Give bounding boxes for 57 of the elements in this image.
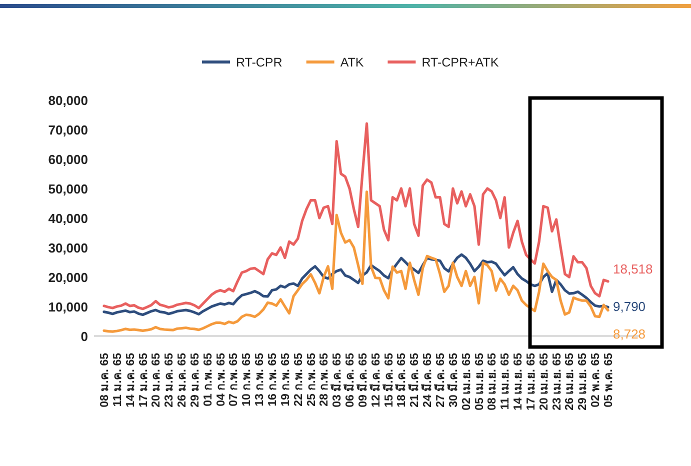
y-tick-label: 70,000 — [48, 122, 88, 138]
x-tick-label: 28 ก.พ. 65 — [318, 352, 331, 406]
x-tick-label: 29 ม.ค. 65 — [189, 352, 202, 408]
line-series — [102, 122, 610, 310]
line-series — [102, 190, 610, 333]
x-tick-label: 30 มี.ค. 65 — [446, 352, 460, 408]
x-tick-label: 02 พ.ค. 65 — [590, 352, 602, 408]
x-tick-label: 01 ก.พ. 65 — [202, 352, 214, 406]
x-tick-label: 05 พ.ค. 65 — [603, 352, 615, 408]
x-tick-label: 18 มี.ค. 65 — [395, 352, 408, 408]
x-tick-label: 02 เม.ย. 65 — [460, 352, 473, 410]
y-tick-label: 80,000 — [48, 93, 88, 108]
x-tick-label: 16 ก.พ. 65 — [267, 352, 279, 406]
y-tick-label: 50,000 — [48, 182, 88, 196]
x-tick-label: 17 เม.ย. 65 — [525, 352, 538, 410]
x-tick-label: 23 เม.ย. 65 — [551, 352, 564, 410]
legend-label: RT-CPR+ATK — [422, 56, 500, 70]
x-tick-label: 25 ก.พ. 65 — [306, 352, 318, 406]
x-tick-label: 19 ก.พ. 65 — [280, 352, 292, 406]
x-tick-label: 26 เม.ย. 65 — [564, 352, 576, 410]
x-tick-label: 13 ก.พ. 65 — [254, 352, 266, 406]
data-label: 9,790 — [613, 299, 646, 314]
x-tick-label: 14 เม.ย. 65 — [512, 352, 525, 410]
data-label: 8,728 — [613, 326, 646, 342]
x-tick-label: 05 เม.ย. 65 — [474, 352, 486, 410]
y-tick-label: 30,000 — [48, 240, 88, 256]
x-tick-label: 08 ม.ค. 65 — [99, 352, 111, 408]
y-tick-label: 10,000 — [48, 300, 88, 314]
x-tick-label: 08 เม.ย. 65 — [486, 352, 499, 410]
x-tick-label: 10 ก.พ. 65 — [241, 352, 254, 406]
data-label: 18,518 — [613, 261, 653, 276]
x-tick-label: 15 มี.ค. 65 — [382, 352, 396, 408]
x-tick-label: 06 มี.ค. 65 — [344, 352, 357, 408]
y-tick-label: 40,000 — [48, 211, 88, 226]
x-tick-label: 27 มี.ค. 65 — [434, 352, 447, 408]
x-tick-label: 20 ม.ค. 65 — [150, 352, 163, 408]
x-tick-label: 29 เม.ย. 65 — [577, 352, 590, 410]
x-tick-label: 14 ม.ค. 65 — [124, 352, 137, 408]
x-tick-label: 09 มี.ค. 65 — [356, 352, 370, 408]
x-tick-label: 17 ม.ค. 65 — [138, 352, 150, 408]
y-tick-label: 0 — [80, 329, 88, 344]
x-tick-label: 24 มี.ค. 65 — [421, 352, 434, 408]
x-tick-label: 03 มี.ค. 65 — [330, 352, 344, 408]
x-tick-label: 12 มี.ค. 65 — [369, 352, 382, 408]
x-tick-label: 07 ก.พ. 65 — [228, 352, 240, 406]
x-tick-label: 26 ม.ค. 65 — [176, 352, 189, 408]
x-tick-label: 11 เม.ย. 65 — [500, 352, 512, 410]
x-tick-label: 20 เม.ย. 65 — [538, 352, 550, 410]
legend-label: RT-CPR — [236, 56, 282, 70]
y-tick-label: 60,000 — [48, 152, 88, 167]
x-tick-label: 04 ก.พ. 65 — [215, 352, 228, 406]
y-tick-label: 20,000 — [48, 270, 88, 285]
x-tick-label: 23 ม.ค. 65 — [164, 352, 176, 408]
x-tick-label: 21 มี.ค. 65 — [408, 352, 422, 408]
x-tick-label: 22 ก.พ. 65 — [292, 352, 305, 406]
legend-label: ATK — [340, 56, 364, 70]
x-tick-label: 11 ม.ค. 65 — [112, 352, 124, 407]
